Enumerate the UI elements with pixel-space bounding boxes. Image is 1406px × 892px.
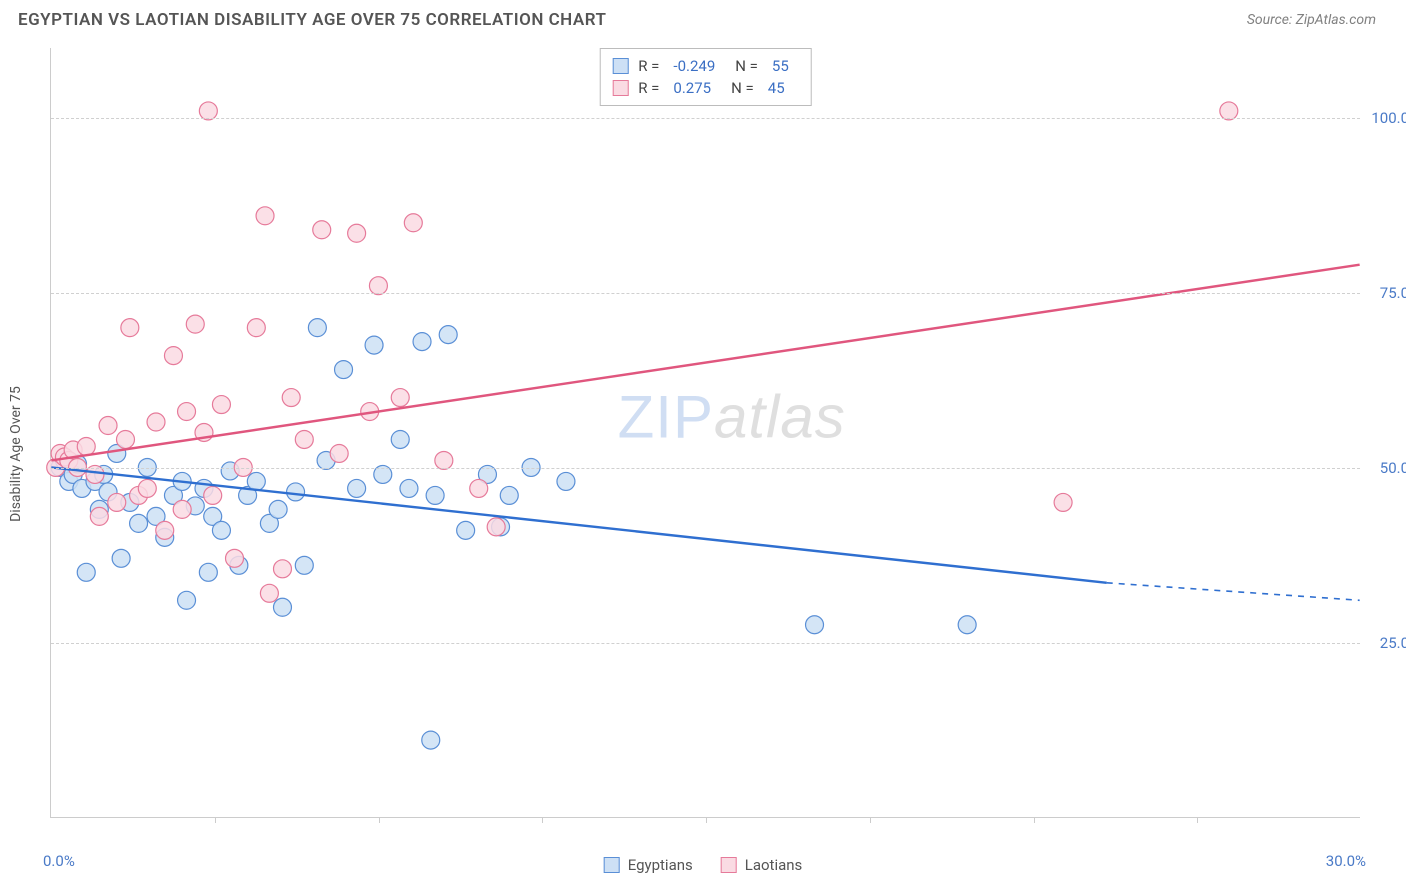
swatch-laotians-icon — [721, 857, 737, 873]
legend-row-laotians: R = 0.275 N = 45 — [612, 77, 799, 99]
series-legend: Egyptians Laotians — [604, 856, 803, 874]
swatch-egyptians-icon — [604, 857, 620, 873]
x-tick — [379, 817, 380, 823]
x-tick — [542, 817, 543, 823]
y-tick-label: 100.0% — [1371, 109, 1406, 127]
gridline — [51, 643, 1360, 644]
legend-row-egyptians: R = -0.249 N = 55 — [612, 55, 799, 77]
n-value-egyptians: 55 — [772, 57, 789, 75]
x-tick — [1197, 817, 1198, 823]
source-attribution: Source: ZipAtlas.com — [1247, 12, 1376, 28]
x-axis-max-label: 30.0% — [1326, 852, 1366, 870]
gridline — [51, 118, 1360, 119]
chart-title: EGYPTIAN VS LAOTIAN DISABILITY AGE OVER … — [18, 10, 606, 30]
swatch-egyptians — [612, 58, 628, 74]
x-tick — [870, 817, 871, 823]
y-tick-label: 75.0% — [1380, 284, 1406, 302]
y-tick-label: 50.0% — [1380, 459, 1406, 477]
r-value-egyptians: -0.249 — [673, 57, 715, 75]
x-axis-min-label: 0.0% — [43, 852, 75, 870]
gridline — [51, 468, 1360, 469]
x-tick — [706, 817, 707, 823]
swatch-laotians — [612, 80, 628, 96]
scatter-plot-svg — [51, 48, 1360, 817]
r-value-laotians: 0.275 — [673, 79, 711, 97]
legend-item-laotians: Laotians — [721, 856, 803, 874]
gridline — [51, 293, 1360, 294]
y-axis-title: Disability Age Over 75 — [8, 386, 24, 522]
y-tick-label: 25.0% — [1380, 634, 1406, 652]
x-tick — [215, 817, 216, 823]
n-value-laotians: 45 — [768, 79, 785, 97]
chart-plot-area: R = -0.249 N = 55 R = 0.275 N = 45 ZIPat… — [50, 48, 1360, 818]
legend-item-egyptians: Egyptians — [604, 856, 693, 874]
x-tick — [1034, 817, 1035, 823]
correlation-legend: R = -0.249 N = 55 R = 0.275 N = 45 — [599, 48, 812, 106]
